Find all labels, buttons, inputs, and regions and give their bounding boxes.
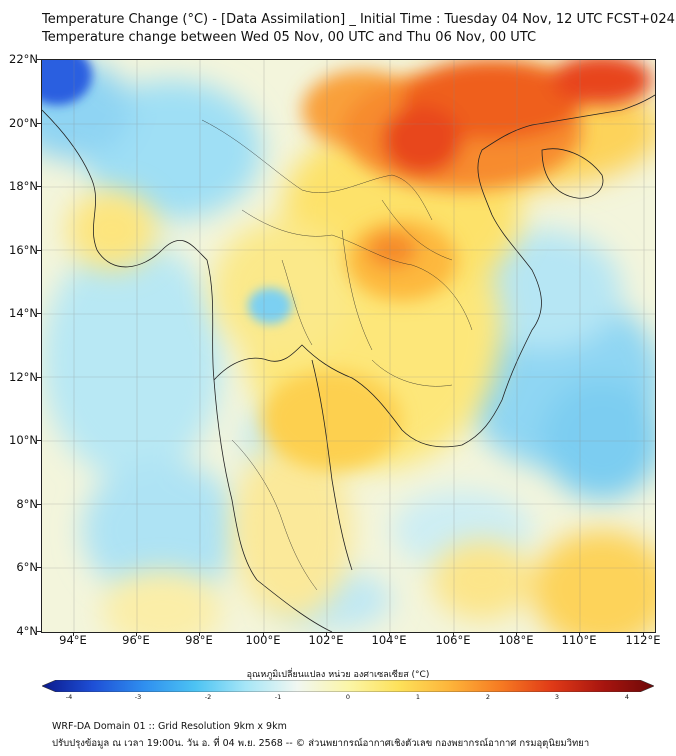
admin-borders xyxy=(201,119,473,591)
colorbar-label: อุณหภูมิเปลี่ยนแปลง หน่วย องศาเซลเซียส (… xyxy=(246,670,430,680)
colorbar-tick: -2 xyxy=(204,693,212,701)
lat-label: 8°N xyxy=(16,497,38,511)
lon-tick xyxy=(263,632,264,636)
colorbar-tick: -3 xyxy=(134,693,142,701)
lon-tick xyxy=(136,632,137,636)
lon-label: 106°E xyxy=(435,633,471,647)
map-subtitle: Temperature change between Wed 05 Nov, 0… xyxy=(42,30,537,45)
colorbar-tick: 1 xyxy=(415,693,421,701)
colorbar-tick: 0 xyxy=(345,693,351,701)
lat-tick xyxy=(37,123,41,124)
colorbar xyxy=(42,680,654,692)
temperature-change-map xyxy=(41,59,656,633)
lat-label: 6°N xyxy=(16,560,38,574)
colorbar-tick: -1 xyxy=(274,693,282,701)
lon-tick xyxy=(73,632,74,636)
lon-tick xyxy=(453,632,454,636)
lon-label: 108°E xyxy=(498,633,534,647)
lon-label: 96°E xyxy=(122,633,150,647)
lon-tick xyxy=(643,632,644,636)
lat-label: 14°N xyxy=(9,306,38,320)
colorbar-tick: -4 xyxy=(65,693,73,701)
lat-tick xyxy=(37,631,41,632)
lat-label: 4°N xyxy=(16,624,38,638)
colorbar-tick: 3 xyxy=(554,693,560,701)
lat-tick xyxy=(37,377,41,378)
colorbar-tick: 4 xyxy=(624,693,630,701)
lat-tick xyxy=(37,250,41,251)
field-cold-core xyxy=(42,60,292,324)
lon-tick xyxy=(389,632,390,636)
lat-tick xyxy=(37,313,41,314)
lat-label: 10°N xyxy=(9,433,38,447)
lat-tick xyxy=(37,59,41,60)
map-title: Temperature Change (°C) - [Data Assimila… xyxy=(42,12,675,27)
map-canvas xyxy=(42,60,655,632)
lon-label: 100°E xyxy=(245,633,281,647)
colorbar-ramp xyxy=(42,680,654,692)
lat-label: 12°N xyxy=(9,370,38,384)
footer-model-info: WRF-DA Domain 01 :: Grid Resolution 9km … xyxy=(52,721,287,732)
lon-tick xyxy=(516,632,517,636)
lon-label: 104°E xyxy=(371,633,407,647)
graticule xyxy=(42,60,655,632)
lat-label: 16°N xyxy=(9,243,38,257)
field-hot-areas xyxy=(262,60,652,470)
lon-tick xyxy=(199,632,200,636)
lat-tick xyxy=(37,567,41,568)
lat-label: 18°N xyxy=(9,179,38,193)
lon-label: 98°E xyxy=(185,633,213,647)
lon-tick xyxy=(579,632,580,636)
lat-tick xyxy=(37,186,41,187)
lon-label: 94°E xyxy=(59,633,87,647)
lat-label: 22°N xyxy=(9,52,38,66)
lat-label: 20°N xyxy=(9,116,38,130)
lon-label: 102°E xyxy=(308,633,344,647)
lon-label: 110°E xyxy=(561,633,597,647)
lat-tick xyxy=(37,440,41,441)
lon-label: 112°E xyxy=(625,633,661,647)
footer-credit: ปรับปรุงข้อมูล ณ เวลา 19:00น. วัน อ. ที่… xyxy=(52,738,590,749)
lon-tick xyxy=(326,632,327,636)
colorbar-tick: 2 xyxy=(485,693,491,701)
coastlines xyxy=(42,94,655,632)
lat-tick xyxy=(37,504,41,505)
